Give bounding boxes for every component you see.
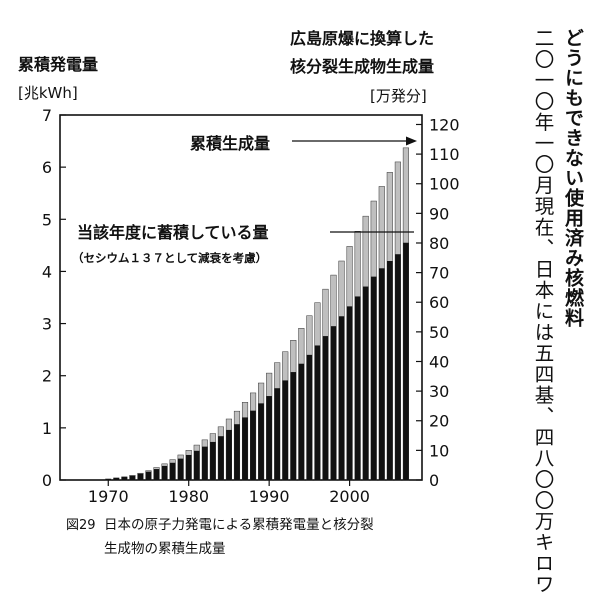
right-tick-label-40: 40 — [429, 352, 449, 371]
bar-accumulated-1997 — [322, 336, 329, 480]
right-tick-label-110: 110 — [429, 145, 460, 164]
bar-accumulated-1971 — [113, 477, 120, 480]
bar-accumulated-1977 — [161, 465, 168, 480]
figure: 累積発電量 [兆kWh] 広島原爆に換算した 核分裂生成物生成量 [万発分] 0… — [18, 29, 460, 557]
bar-accumulated-1984 — [218, 436, 224, 480]
bar-accumulated-2001 — [354, 296, 361, 480]
bar-accumulated-1986 — [234, 424, 240, 480]
x-tick-label-1990: 1990 — [249, 487, 290, 506]
right-tick-label-50: 50 — [429, 323, 449, 342]
annotation-total-label: 累積生成量 — [190, 134, 270, 153]
bar-accumulated-2003 — [370, 276, 377, 480]
bar-accumulated-1990 — [266, 396, 272, 480]
bar-accumulated-2002 — [362, 286, 369, 480]
x-tick-label-2000: 2000 — [329, 487, 370, 506]
right-tick-label-0: 0 — [429, 471, 439, 490]
bar-accumulated-2004 — [378, 268, 385, 480]
bar-accumulated-1985 — [226, 429, 232, 480]
right-axis-title-line1: 広島原爆に換算した — [290, 29, 434, 48]
bars-group — [105, 147, 409, 481]
left-tick-label-3: 3 — [42, 315, 52, 334]
bar-accumulated-1974 — [137, 473, 144, 480]
bar-accumulated-1993 — [290, 372, 297, 480]
left-tick-label-5: 5 — [42, 210, 52, 229]
right-tick-label-120: 120 — [429, 115, 460, 134]
left-tick-label-2: 2 — [42, 367, 52, 386]
bar-accumulated-1981 — [193, 450, 200, 480]
bar-accumulated-1978 — [169, 462, 176, 480]
left-axis-ticks: 0 1 2 3 4 5 6 7 — [42, 106, 66, 490]
bar-accumulated-1987 — [242, 417, 248, 480]
bar-accumulated-1998 — [330, 326, 337, 480]
left-axis-title: 累積発電量 — [18, 55, 98, 74]
right-tick-label-60: 60 — [429, 293, 449, 312]
bar-accumulated-1989 — [258, 403, 264, 480]
caption-line1: 日本の原子力発電による累積発電量と核分裂 — [104, 517, 374, 533]
left-axis-unit: [兆kWh] — [18, 84, 78, 102]
right-tick-label-10: 10 — [429, 441, 449, 460]
x-tick-label-1970: 1970 — [88, 487, 129, 506]
side-body-text: 二〇一〇年一〇月現在、日本には五四基、四八〇〇万キロワ — [531, 28, 554, 595]
bar-accumulated-1980 — [185, 454, 192, 480]
x-axis-ticks: 1970 1980 1990 2000 — [88, 480, 370, 506]
bar-accumulated-1996 — [314, 345, 321, 480]
bar-accumulated-2007 — [403, 242, 409, 480]
caption-line2: 生成物の累積生成量 — [104, 541, 226, 557]
left-tick-label-7: 7 — [42, 106, 52, 125]
right-tick-label-80: 80 — [429, 234, 449, 253]
right-tick-label-100: 100 — [429, 175, 460, 194]
right-tick-label-90: 90 — [429, 204, 449, 223]
bar-accumulated-1972 — [121, 476, 128, 480]
annotation-total-arrowhead — [406, 136, 417, 146]
bar-accumulated-2006 — [395, 254, 401, 480]
right-axis-title-line2: 核分裂生成物生成量 — [290, 57, 434, 76]
caption-number: 図29 — [66, 518, 96, 533]
bar-accumulated-1975 — [145, 471, 152, 480]
bar-accumulated-1973 — [129, 475, 136, 480]
bar-accumulated-1988 — [250, 410, 256, 480]
plot-frame — [59, 114, 423, 481]
right-tick-label-20: 20 — [429, 412, 449, 431]
left-tick-label-6: 6 — [42, 158, 52, 177]
x-tick-label-1980: 1980 — [168, 487, 209, 506]
right-tick-label-70: 70 — [429, 264, 449, 283]
bar-accumulated-1992 — [282, 380, 289, 480]
bar-accumulated-1991 — [274, 388, 280, 480]
bar-accumulated-2005 — [387, 261, 393, 480]
bar-accumulated-1999 — [338, 316, 345, 480]
bar-accumulated-1970 — [105, 478, 112, 480]
right-axis-unit: [万発分] — [370, 87, 427, 105]
bar-accumulated-1979 — [177, 458, 184, 480]
bar-accumulated-1982 — [202, 446, 208, 480]
bar-accumulated-2000 — [346, 306, 353, 480]
bar-accumulated-1994 — [298, 363, 305, 480]
side-heading: どうにもできない使用済み核燃料 — [562, 28, 584, 328]
bar-accumulated-1983 — [210, 441, 216, 480]
left-tick-label-1: 1 — [42, 419, 52, 438]
right-axis-ticks: 0 10 20 30 40 50 60 70 80 90 100 110 120 — [416, 115, 460, 490]
left-tick-label-0: 0 — [42, 471, 52, 490]
right-tick-label-30: 30 — [429, 382, 449, 401]
annotation-accumulated-note: （セシウム１３７として減衰を考慮） — [72, 251, 267, 265]
bar-accumulated-1976 — [153, 469, 160, 480]
left-tick-label-4: 4 — [42, 262, 52, 281]
bar-accumulated-1995 — [306, 354, 313, 480]
annotation-accumulated-label: 当該年度に蓄積している量 — [77, 223, 269, 242]
